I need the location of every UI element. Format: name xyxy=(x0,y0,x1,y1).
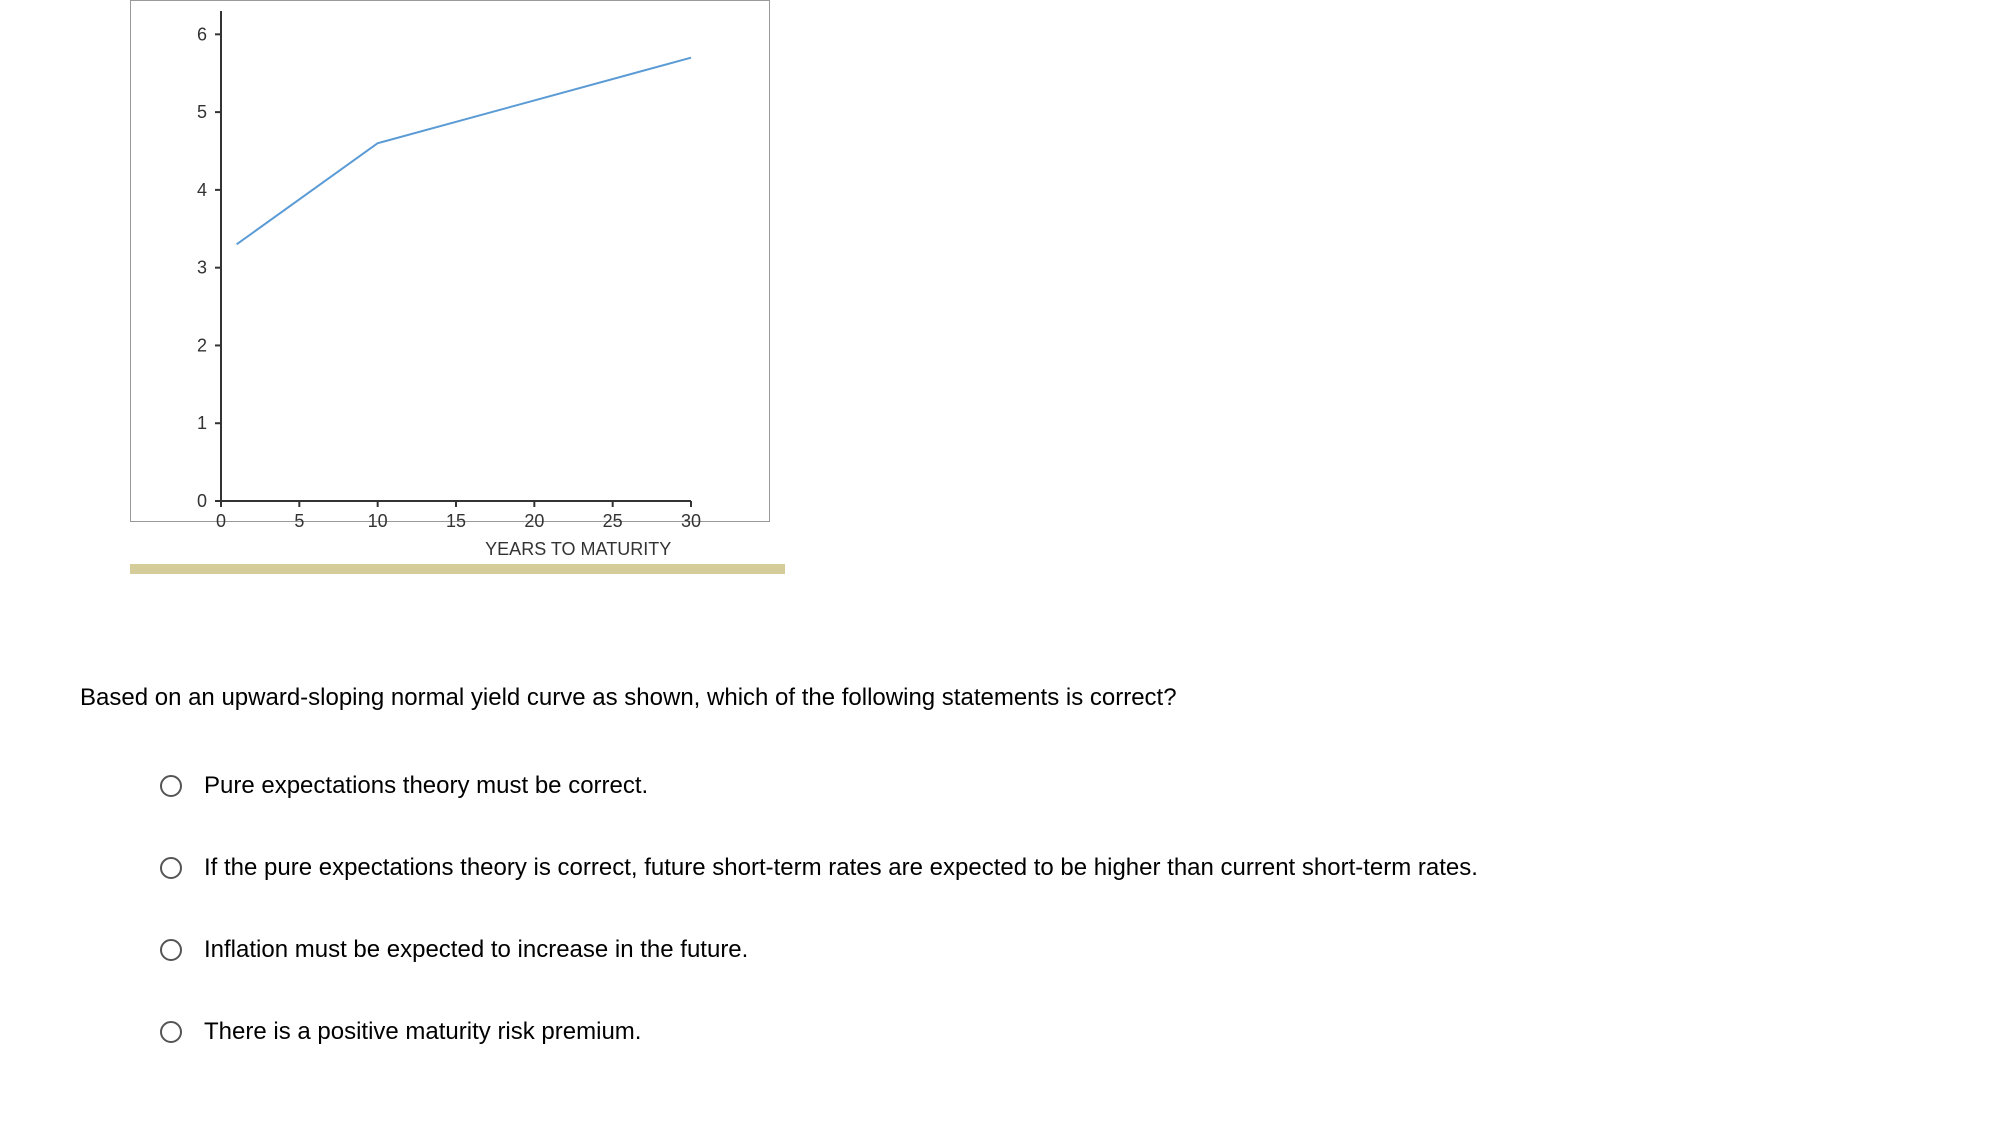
svg-text:25: 25 xyxy=(603,511,623,531)
svg-text:3: 3 xyxy=(197,258,207,278)
question-text: Based on an upward-sloping normal yield … xyxy=(80,684,1910,712)
option-label: Inflation must be expected to increase i… xyxy=(204,936,748,964)
svg-text:4: 4 xyxy=(197,180,207,200)
option-row[interactable]: Inflation must be expected to increase i… xyxy=(160,936,1910,964)
yield-curve-chart: 0123456051015202530YEARS TO MATURITY xyxy=(161,1,661,501)
option-row[interactable]: There is a positive maturity risk premiu… xyxy=(160,1018,1910,1046)
svg-text:20: 20 xyxy=(524,511,544,531)
svg-text:10: 10 xyxy=(368,511,388,531)
yield-curve-chart-frame: 0123456051015202530YEARS TO MATURITY xyxy=(130,0,770,522)
svg-text:5: 5 xyxy=(197,102,207,122)
svg-text:30: 30 xyxy=(681,511,701,531)
option-label: If the pure expectations theory is corre… xyxy=(204,854,1478,882)
radio-icon[interactable] xyxy=(160,939,182,961)
options-list: Pure expectations theory must be correct… xyxy=(160,772,1910,1046)
radio-icon[interactable] xyxy=(160,775,182,797)
svg-text:15: 15 xyxy=(446,511,466,531)
svg-text:1: 1 xyxy=(197,413,207,433)
svg-text:5: 5 xyxy=(294,511,304,531)
option-row[interactable]: Pure expectations theory must be correct… xyxy=(160,772,1910,800)
svg-text:6: 6 xyxy=(197,24,207,44)
svg-text:2: 2 xyxy=(197,335,207,355)
option-row[interactable]: If the pure expectations theory is corre… xyxy=(160,854,1910,882)
option-label: There is a positive maturity risk premiu… xyxy=(204,1018,641,1046)
option-label: Pure expectations theory must be correct… xyxy=(204,772,648,800)
radio-icon[interactable] xyxy=(160,857,182,879)
radio-icon[interactable] xyxy=(160,1021,182,1043)
svg-text:YEARS TO MATURITY: YEARS TO MATURITY xyxy=(485,539,671,559)
svg-text:0: 0 xyxy=(216,511,226,531)
section-underline xyxy=(130,564,785,574)
svg-text:0: 0 xyxy=(197,491,207,511)
